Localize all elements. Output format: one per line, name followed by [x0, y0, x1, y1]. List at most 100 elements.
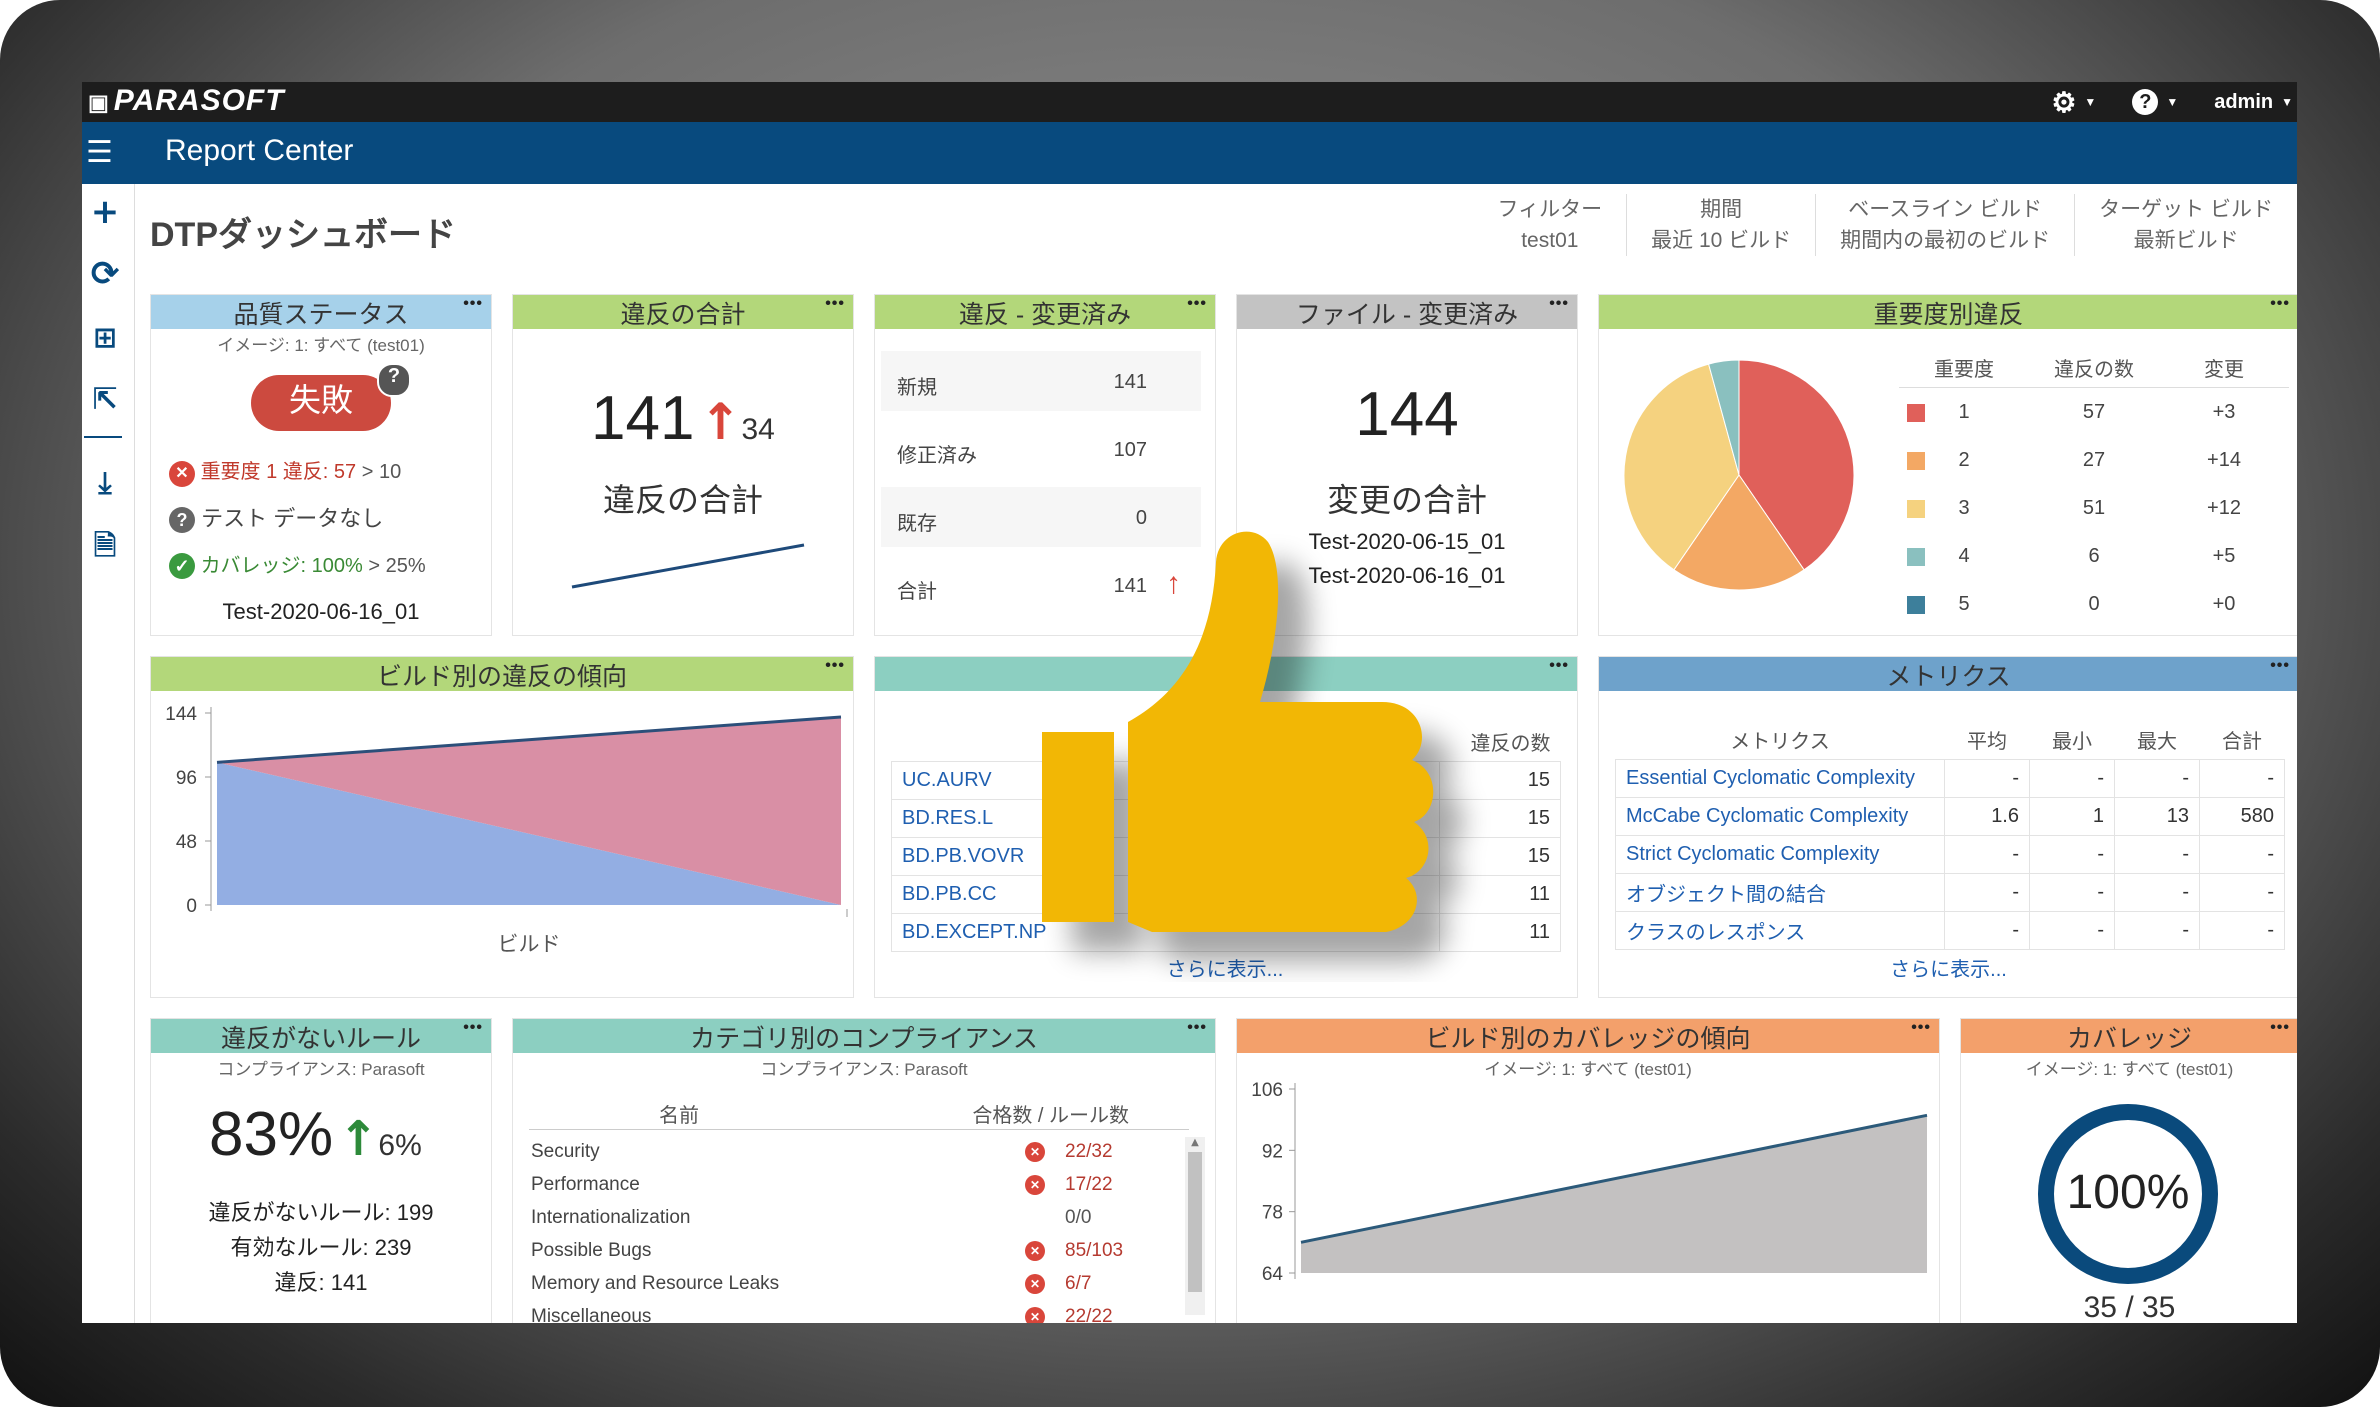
pie-slice[interactable]: [1623, 363, 1740, 571]
panel-menu-icon[interactable]: •••: [1187, 1019, 1207, 1036]
table-row[interactable]: クラスのレスポンス - - - -: [1615, 910, 2285, 950]
scrollbar-thumb[interactable]: [1188, 1152, 1202, 1292]
rule-count: 15: [1439, 760, 1561, 800]
metric-name[interactable]: オブジェクト間の結合: [1615, 872, 1945, 912]
list-item[interactable]: Performance ✕ 17/22: [531, 1174, 1113, 1195]
list-item[interactable]: Internationalization 0/0: [531, 1207, 1092, 1228]
app-title: Report Center: [165, 134, 354, 167]
sum-header: 合計: [2222, 731, 2262, 754]
table-row[interactable]: Essential Cyclomatic Complexity - - - -: [1615, 758, 2285, 798]
metric-name[interactable]: クラスのレスポンス: [1615, 910, 1945, 950]
filter-item[interactable]: フィルター test01: [1497, 198, 1603, 252]
help-menu[interactable]: ? ▼: [2132, 89, 2178, 115]
severity-rule-row: ✕ 重要度 1 違反: 57 > 10: [169, 455, 401, 487]
gear-icon: ⚙: [2051, 86, 2077, 118]
fixed-row[interactable]: 修正済み 107: [897, 439, 1147, 467]
panel-menu-icon[interactable]: •••: [1549, 657, 1569, 674]
series-area: [217, 717, 841, 905]
panel-menu-icon[interactable]: •••: [1911, 1019, 1931, 1036]
change-header: 変更: [2204, 359, 2244, 381]
y-tick-label: 106: [1251, 1080, 1283, 1101]
arrow-up-icon: ↑: [699, 393, 742, 451]
new-row[interactable]: 新規 141: [881, 351, 1201, 411]
hamburger-menu-icon[interactable]: ☰: [86, 135, 113, 170]
arrow-up-icon: ↑: [338, 1111, 379, 1167]
violations-total-panel: 違反の合計 ••• 141 ↑34 違反の合計: [512, 294, 854, 636]
panel-menu-icon[interactable]: •••: [1549, 295, 1569, 312]
download-icon[interactable]: ⤓: [98, 466, 112, 501]
table-row[interactable]: Strict Cyclomatic Complexity - - - -: [1615, 834, 2285, 874]
build-label: Test-2020-06-16_01: [222, 599, 420, 624]
build-label: Test-2020-06-16_01: [1308, 563, 1506, 588]
total-row: 合計 141 ↑: [897, 567, 1181, 603]
list-item[interactable]: Possible Bugs ✕ 85/103: [531, 1240, 1124, 1261]
metric-min: -: [2029, 910, 2115, 950]
add-widget-icon[interactable]: ⊞: [93, 321, 117, 354]
user-name: admin: [2214, 90, 2274, 113]
panel-menu-icon[interactable]: •••: [2270, 295, 2290, 312]
severity-color-swatch: [1907, 452, 1925, 470]
pie-slice[interactable]: [1738, 359, 1855, 571]
scrollbar[interactable]: ▲: [1185, 1137, 1205, 1315]
severity-row[interactable]: 3 51 +12: [1899, 484, 2289, 532]
metric-name[interactable]: McCabe Cyclomatic Complexity: [1615, 796, 1945, 836]
panel-menu-icon[interactable]: •••: [1187, 295, 1207, 312]
metric-avg: 1.6: [1944, 796, 2030, 836]
status-badge: 失敗: [251, 375, 391, 431]
panel-header: カバレッジ •••: [1961, 1019, 2297, 1053]
list-item[interactable]: Memory and Resource Leaks ✕ 6/7: [531, 1273, 1092, 1294]
severity-row[interactable]: 4 6 +5: [1899, 532, 2289, 580]
panel-header: 違反がないルール •••: [151, 1019, 491, 1053]
no-violation-details: 違反がないルール: 199 有効なルール: 239 違反: 141: [208, 1200, 434, 1295]
period-item[interactable]: 期間 最近 10 ビルド: [1626, 194, 1815, 256]
severity-row[interactable]: 2 27 +14: [1899, 436, 2289, 484]
y-tick-label: 144: [165, 704, 197, 725]
files-changed-value: 144: [1355, 380, 1459, 449]
metric-name[interactable]: Strict Cyclomatic Complexity: [1615, 834, 1945, 874]
share-icon[interactable]: ⇱: [92, 382, 118, 417]
table-row[interactable]: McCabe Cyclomatic Complexity 1.6 1 13 580: [1615, 796, 2285, 836]
metric-header: メトリクス: [1730, 731, 1830, 754]
series-line: [216, 715, 842, 764]
panel-menu-icon[interactable]: •••: [825, 657, 845, 674]
y-tick-label: 92: [1262, 1141, 1283, 1162]
pie-slice[interactable]: [1673, 474, 1805, 591]
panel-menu-icon[interactable]: •••: [825, 295, 845, 312]
error-icon: ✕: [1025, 1175, 1045, 1195]
panel-header: 品質ステータス •••: [151, 295, 491, 329]
metric-min: -: [2029, 834, 2115, 874]
image-label: イメージ: 1: すべて (test01): [217, 336, 425, 355]
baseline-build-item[interactable]: ベースライン ビルド 期間内の最初のビルド: [1815, 194, 2074, 256]
existing-row[interactable]: 既存 0: [881, 487, 1201, 547]
pie-slice[interactable]: [1708, 359, 1740, 476]
metric-name[interactable]: Essential Cyclomatic Complexity: [1615, 758, 1945, 798]
table-row[interactable]: オブジェクト間の結合 - - - -: [1615, 872, 2285, 912]
panel-header: 違反 - 変更済み •••: [875, 295, 1215, 329]
severity-row[interactable]: 5 0 +0: [1899, 580, 2289, 628]
panel-menu-icon[interactable]: •••: [2270, 1019, 2290, 1036]
screen: ▣ PARASOFT ⚙ ▼ ? ▼ admin ▼ ☰ Report Center +…: [82, 82, 2297, 1323]
settings-menu[interactable]: ⚙ ▼: [2051, 86, 2096, 119]
help-icon[interactable]: ?: [377, 363, 411, 397]
target-build-item[interactable]: ターゲット ビルド 最新ビルド: [2074, 194, 2297, 256]
count-header: 違反の数: [2054, 359, 2134, 381]
add-icon[interactable]: +: [90, 192, 120, 232]
user-menu[interactable]: admin ▼: [2214, 91, 2293, 114]
panel-menu-icon[interactable]: •••: [463, 295, 483, 312]
refresh-icon[interactable]: ⟳: [90, 254, 120, 294]
build-label: Test-2020-06-15_01: [1308, 529, 1506, 554]
list-item[interactable]: Miscellaneous ✕ 22/22: [513, 1302, 1193, 1323]
severity-row[interactable]: 1 57 +3: [1899, 388, 2289, 436]
page-title: DTPダッシュボード: [150, 216, 456, 254]
panel-menu-icon[interactable]: •••: [2270, 657, 2290, 674]
chevron-down-icon: ▼: [2084, 95, 2097, 109]
show-more-link[interactable]: さらに表示...: [1890, 959, 2007, 981]
coverage-rule-row: ✓ カバレッジ: 100% > 25%: [169, 549, 426, 579]
series-area: [1301, 1115, 1927, 1273]
report-icon[interactable]: 🗎: [93, 529, 117, 562]
scroll-up-icon[interactable]: ▲: [1191, 1137, 1199, 1148]
show-more-link[interactable]: さらに表示...: [1166, 959, 1284, 981]
metrics-panel: メトリクス ••• メトリクス 平均 最小 最大 合計 Essential Cyc…: [1598, 656, 2297, 998]
list-item[interactable]: Security ✕ 22/32: [531, 1141, 1113, 1162]
panel-menu-icon[interactable]: •••: [463, 1019, 483, 1036]
